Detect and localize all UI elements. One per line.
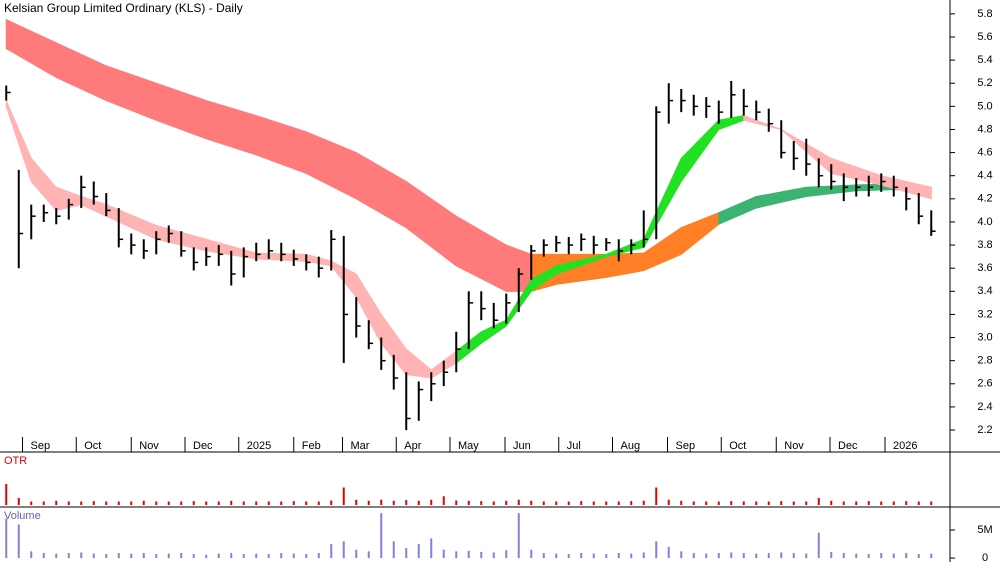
y-tick-label: 4.2: [977, 193, 992, 205]
panel-title: Volume: [4, 510, 41, 522]
x-tick-label: Dec: [193, 440, 213, 452]
y-tick-label: 4.4: [977, 170, 992, 182]
y-tick-label: 4.6: [977, 146, 992, 158]
y-tick-label: 5.6: [977, 31, 992, 43]
y-tick-label: 3.4: [977, 285, 992, 297]
x-tick-label: Aug: [621, 440, 641, 452]
y-tick-label: 2.2: [977, 424, 992, 436]
y-tick-label: 2.8: [977, 355, 992, 367]
y-tick-label: 2.4: [977, 401, 992, 413]
chart-title: Kelsian Group Limited Ordinary (KLS) - D…: [4, 1, 243, 15]
x-tick-label: Jun: [513, 440, 531, 452]
x-tick-label: Sep: [676, 440, 696, 452]
x-tick-label: 2026: [893, 440, 917, 452]
x-tick-label: Apr: [404, 440, 421, 452]
y-tick-label: 3.2: [977, 308, 992, 320]
y-tick-label: 5.2: [977, 77, 992, 89]
y-tick-label: 3.0: [977, 331, 992, 343]
x-tick-label: Oct: [84, 440, 101, 452]
x-tick-label: Oct: [729, 440, 746, 452]
y-tick-label: 0: [982, 552, 988, 562]
y-tick-label: 2.6: [977, 378, 992, 390]
y-tick-label: 4.0: [977, 216, 992, 228]
x-tick-label: May: [458, 440, 479, 452]
x-tick-label: Nov: [139, 440, 159, 452]
panel-title: OTR: [4, 455, 27, 467]
x-tick-label: 2025: [247, 440, 271, 452]
x-tick-label: Jul: [567, 440, 581, 452]
y-tick-label: 4.8: [977, 123, 992, 135]
x-tick-label: Dec: [838, 440, 858, 452]
x-tick-label: Feb: [302, 440, 321, 452]
x-tick-label: Nov: [784, 440, 804, 452]
y-tick-label: 5.0: [977, 100, 992, 112]
y-tick-label: 3.8: [977, 239, 992, 251]
y-tick-label: 5.8: [977, 8, 992, 20]
y-tick-label: 5M: [977, 524, 992, 536]
y-tick-label: 3.6: [977, 262, 992, 274]
x-tick-label: Sep: [31, 440, 51, 452]
y-tick-label: 5.4: [977, 54, 992, 66]
x-tick-label: Mar: [351, 440, 370, 452]
